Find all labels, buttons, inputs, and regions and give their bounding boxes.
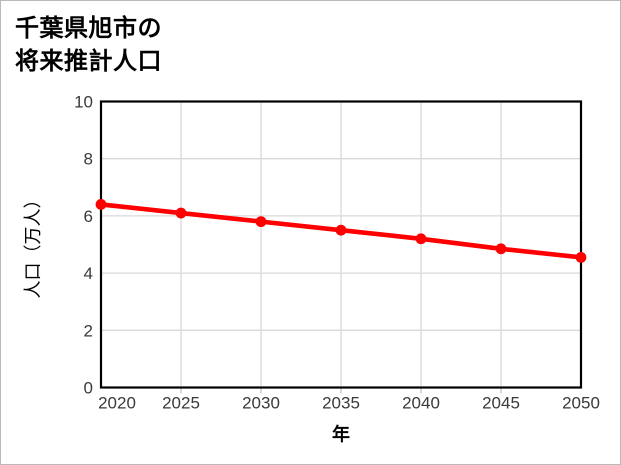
x-tick-label: 2025 <box>162 394 200 413</box>
chart-title-line2: 将来推計人口 <box>15 48 162 75</box>
data-point-marker <box>95 199 107 210</box>
y-tick-label: 4 <box>84 264 93 283</box>
x-tick-label: 2050 <box>562 394 600 413</box>
y-axis-title: 人口（万人） <box>23 191 43 299</box>
x-tick-label: 2030 <box>242 394 280 413</box>
chart-title-line1: 千葉県旭市の <box>15 15 162 42</box>
x-tick-label: 2035 <box>322 394 360 413</box>
y-tick-label: 8 <box>84 150 93 169</box>
data-point-marker <box>255 216 267 228</box>
x-tick-label: 2020 <box>98 394 136 413</box>
data-point-marker <box>175 207 187 219</box>
data-point-marker <box>335 224 347 236</box>
y-tick-label: 2 <box>84 321 93 340</box>
x-tick-label: 2045 <box>482 394 520 413</box>
data-point-marker <box>495 243 507 255</box>
y-tick-label: 10 <box>74 93 93 112</box>
data-point-marker <box>575 251 587 263</box>
x-tick-label: 2040 <box>402 394 440 413</box>
y-tick-label: 0 <box>84 379 93 398</box>
plot-frame <box>99 100 583 389</box>
y-tick-label: 6 <box>84 207 93 226</box>
page-title: 千葉県旭市の 将来推計人口 <box>15 12 162 78</box>
x-axis-title: 年 <box>332 424 350 445</box>
data-point-marker <box>415 233 427 245</box>
